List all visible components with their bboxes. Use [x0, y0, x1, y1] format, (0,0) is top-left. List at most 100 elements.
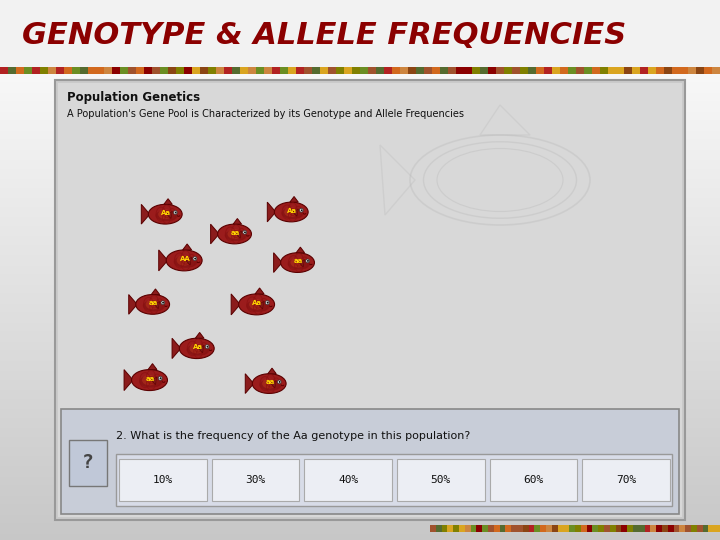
Bar: [0, 165, 720, 167]
Bar: [0, 407, 720, 409]
Bar: [0, 295, 720, 298]
Bar: [0, 253, 720, 255]
Bar: [0, 44, 720, 46]
Bar: [0, 168, 720, 171]
Bar: [88, 67, 97, 74]
Bar: [0, 460, 720, 462]
Bar: [0, 80, 720, 82]
Bar: [0, 517, 720, 519]
Ellipse shape: [290, 258, 305, 267]
Bar: [0, 393, 720, 394]
Bar: [448, 67, 457, 74]
Circle shape: [175, 212, 176, 213]
Polygon shape: [271, 381, 276, 388]
Bar: [0, 426, 720, 428]
Ellipse shape: [228, 229, 242, 239]
Bar: [0, 369, 720, 372]
Ellipse shape: [249, 299, 264, 309]
Bar: [0, 82, 720, 84]
Bar: [0, 377, 720, 380]
Bar: [528, 525, 536, 532]
Bar: [0, 61, 720, 63]
Polygon shape: [195, 333, 204, 338]
Bar: [0, 363, 720, 365]
Bar: [0, 173, 720, 175]
Bar: [0, 15, 720, 17]
Bar: [0, 487, 720, 489]
Ellipse shape: [225, 230, 247, 241]
Bar: [0, 485, 720, 487]
Bar: [453, 525, 460, 532]
Bar: [0, 107, 720, 110]
Bar: [0, 33, 720, 36]
Bar: [40, 67, 49, 74]
Polygon shape: [129, 294, 138, 314]
Bar: [0, 89, 720, 91]
Bar: [0, 310, 720, 312]
Bar: [0, 32, 720, 33]
Bar: [96, 67, 105, 74]
Bar: [593, 525, 599, 532]
Bar: [0, 238, 720, 240]
Bar: [0, 424, 720, 426]
Ellipse shape: [284, 207, 298, 217]
Bar: [0, 356, 720, 359]
Bar: [0, 207, 720, 209]
Ellipse shape: [142, 375, 157, 386]
Bar: [511, 525, 518, 532]
Bar: [0, 268, 720, 270]
Bar: [0, 327, 720, 329]
Bar: [0, 329, 720, 331]
Bar: [704, 67, 713, 74]
Polygon shape: [186, 258, 192, 265]
Bar: [0, 417, 720, 420]
Bar: [0, 433, 720, 435]
Bar: [523, 525, 530, 532]
Bar: [0, 342, 720, 344]
Bar: [312, 67, 321, 74]
Bar: [616, 67, 625, 74]
Text: aa: aa: [230, 230, 240, 236]
Polygon shape: [164, 199, 172, 204]
Bar: [136, 67, 145, 74]
Bar: [0, 475, 720, 477]
Bar: [584, 67, 593, 74]
Bar: [0, 103, 720, 105]
Bar: [0, 496, 720, 498]
Ellipse shape: [176, 255, 192, 266]
Bar: [0, 144, 720, 146]
Circle shape: [194, 258, 197, 260]
Bar: [0, 123, 720, 124]
Bar: [0, 454, 720, 456]
Bar: [0, 219, 720, 221]
Bar: [376, 67, 385, 74]
Bar: [0, 367, 720, 369]
Bar: [544, 67, 553, 74]
Bar: [0, 281, 720, 282]
Bar: [0, 534, 720, 536]
Bar: [0, 279, 720, 281]
Bar: [520, 67, 529, 74]
Bar: [0, 466, 720, 468]
Bar: [447, 525, 454, 532]
Bar: [540, 525, 547, 532]
Bar: [0, 192, 720, 194]
Bar: [232, 67, 241, 74]
Bar: [598, 525, 605, 532]
Bar: [0, 282, 720, 285]
Bar: [0, 213, 720, 215]
Bar: [0, 340, 720, 342]
Circle shape: [244, 231, 246, 233]
Bar: [0, 181, 720, 184]
Bar: [0, 163, 720, 165]
Polygon shape: [151, 289, 160, 294]
Bar: [288, 67, 297, 74]
Bar: [0, 0, 720, 70]
Ellipse shape: [179, 338, 214, 359]
Bar: [192, 67, 201, 74]
Bar: [144, 67, 153, 74]
Bar: [0, 146, 720, 147]
Text: 2. What is the frequency of the Aa genotype in this population?: 2. What is the frequency of the Aa genot…: [116, 431, 470, 441]
Bar: [328, 67, 337, 74]
Bar: [0, 321, 720, 323]
